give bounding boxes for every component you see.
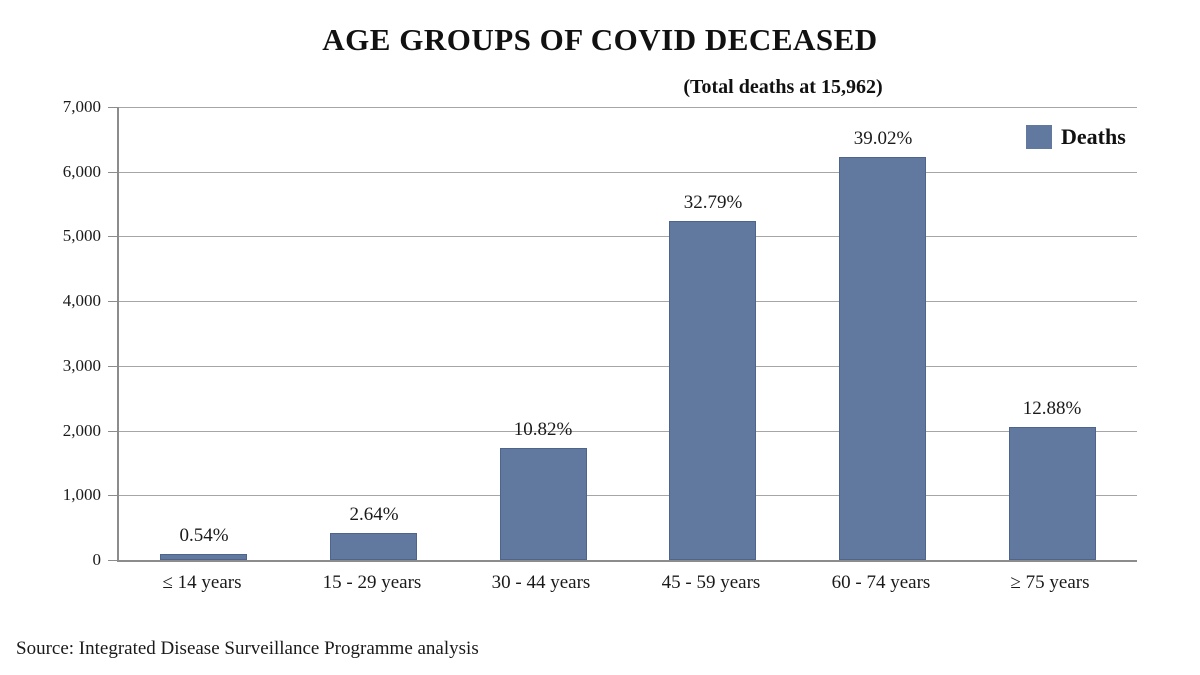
bar-value-label: 32.79% [683,192,743,213]
gridline [119,172,1137,173]
y-axis-tick-mark [108,236,117,237]
y-axis-tick-mark [108,301,117,302]
gridline [119,431,1137,432]
gridline [119,107,1137,108]
gridline [119,495,1137,496]
chart-subtitle: (Total deaths at 15,962) [683,76,883,98]
y-axis-tick-label: 7,000 [62,97,101,116]
gridline [119,366,1137,367]
y-axis-tick-label: 0 [92,550,102,569]
y-axis-tick-label: 3,000 [62,356,101,375]
x-axis-labels: ≤ 14 years 15 - 29 years 30 - 44 years 45 -… [117,572,1135,602]
y-axis-tick-mark [108,431,117,432]
y-axis-tick-mark [108,107,117,108]
x-axis-label: ≤ 14 years [162,572,242,593]
y-axis-tick-label: 6,000 [62,162,101,181]
y-axis-tick-label: 4,000 [62,291,101,310]
bar-1 [160,554,247,560]
x-axis-label: ≥ 75 years [1010,572,1090,593]
bar-6 [1009,427,1096,560]
bar-5 [839,157,926,560]
y-axis-tick-label: 1,000 [62,485,101,504]
bar-value-label: 2.64% [349,504,399,525]
y-axis-tick-mark [108,495,117,496]
plot-area: 0.54% 2.64% 10.82% 32.79% 39.02% 12.88% [117,107,1137,562]
y-axis-tick-mark [108,560,117,561]
gridline [119,301,1137,302]
bar-value-label: 12.88% [1022,398,1082,419]
x-axis-label: 60 - 74 years [831,572,931,593]
legend: Deaths [1026,124,1126,150]
chart-title: AGE GROUPS OF COVID DECEASED [322,22,878,57]
legend-label: Deaths [1061,124,1126,149]
bar-3 [500,448,587,560]
gridline [119,236,1137,237]
bar-2 [330,533,417,560]
x-axis-label: 30 - 44 years [491,572,591,593]
y-axis-tick-label: 5,000 [62,226,101,245]
y-axis-tick-mark [108,172,117,173]
x-axis-label: 15 - 29 years [322,572,422,593]
y-axis-tick-label: 2,000 [62,421,101,440]
bar-value-label: 39.02% [853,128,913,149]
bar-4 [669,221,756,560]
x-axis-label: 45 - 59 years [661,572,761,593]
y-axis-tick-mark [108,366,117,367]
y-axis: 7,000 6,000 5,000 4,000 3,000 2,000 1,000 0 [0,97,117,569]
bar-value-label: 10.82% [513,419,573,440]
legend-swatch-icon [1026,125,1052,149]
bar-value-label: 0.54% [179,525,229,546]
source-note: Source: Integrated Disease Surveillance … [16,638,479,659]
